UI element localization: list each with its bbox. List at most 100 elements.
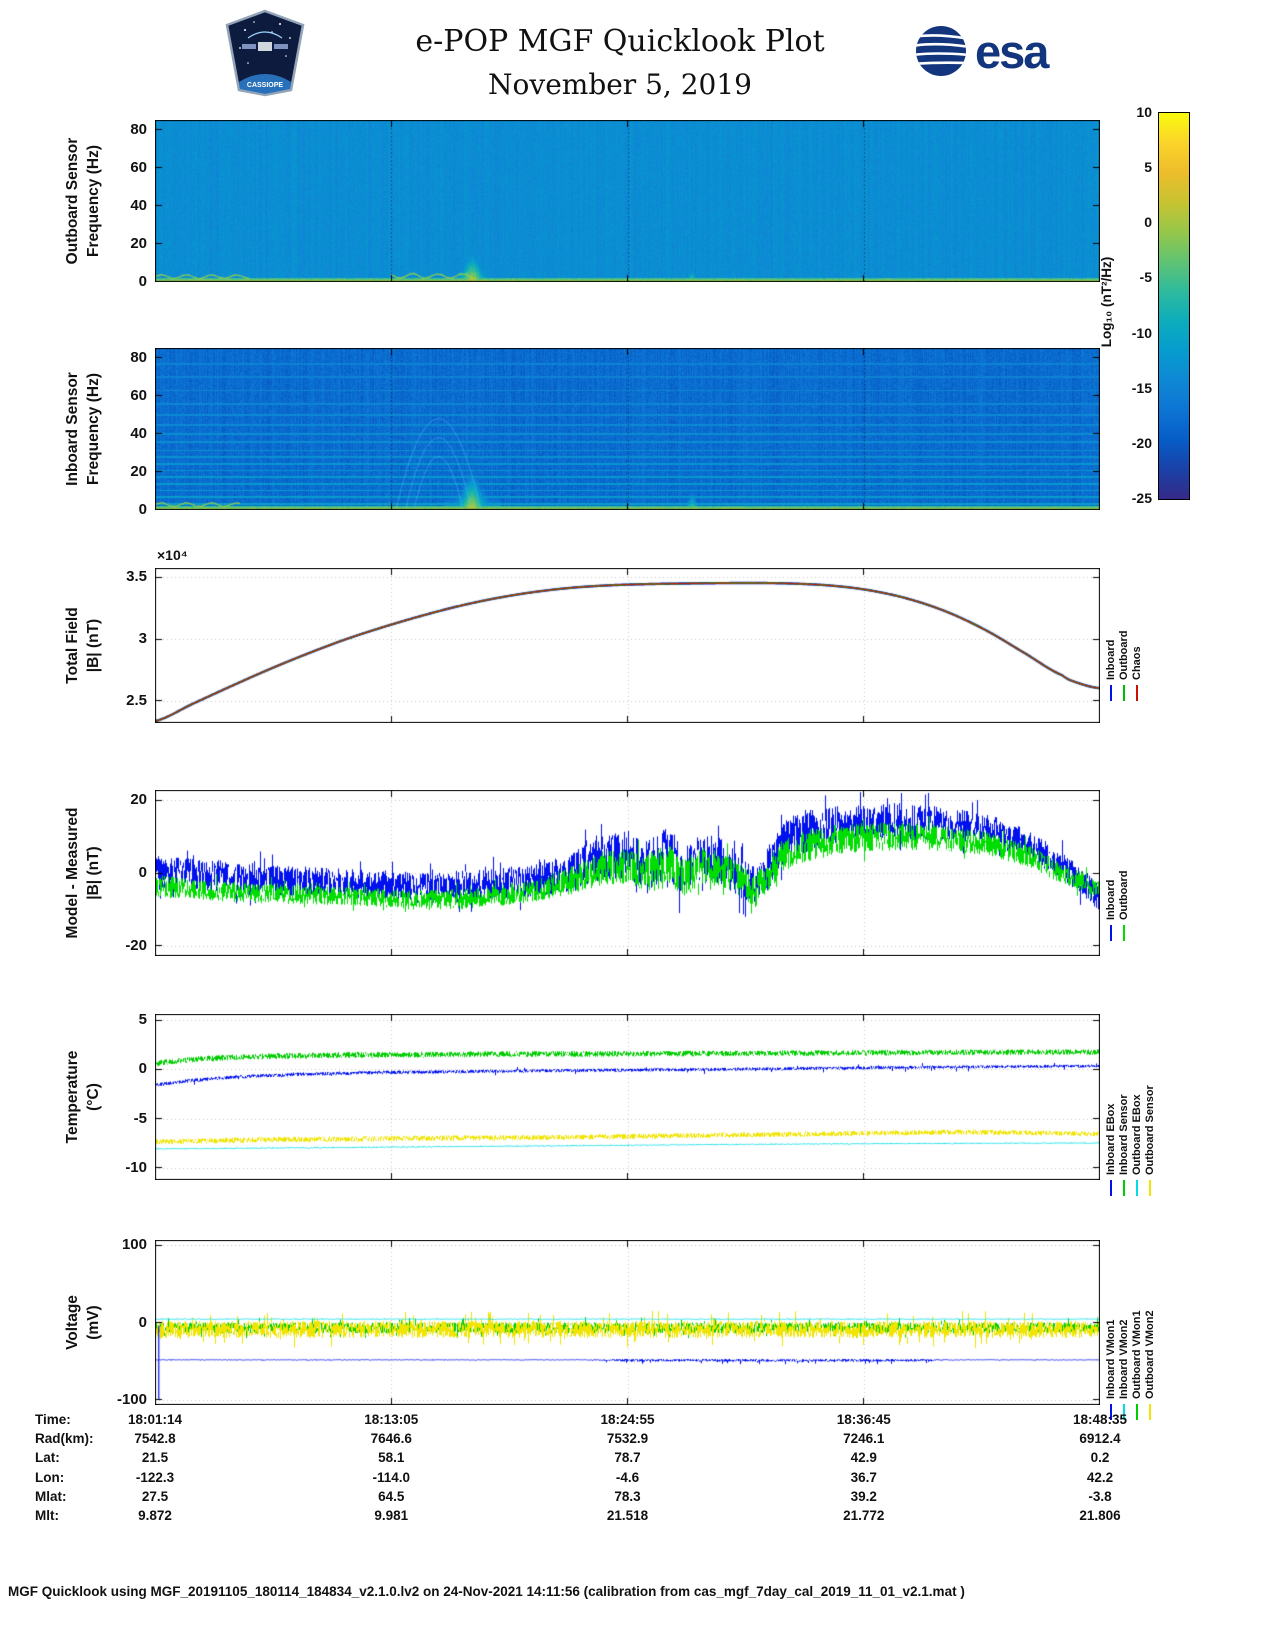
legend-marker-icon [1122,685,1125,701]
inboard-spectrogram-ytick-20: 20 [130,462,147,480]
outboard-spectrogram-ytick-40: 40 [130,196,147,214]
legend-entry-label: Outboard EBox [1130,1094,1143,1175]
model-measured-plot [155,790,1100,956]
total-field-scale-label: ×10⁴ [157,547,188,563]
legend-marker-icon [1109,925,1112,941]
table-cell-rad-km-0: 7542.8 [134,1431,176,1447]
table-cell-time-0: 18:01:14 [127,1412,183,1427]
legend-entry-label: Inboard Sensor [1117,1094,1130,1175]
table-cell-mlat-2: 78.3 [614,1488,641,1504]
table-cell-lon-0: -122.3 [135,1469,175,1485]
table-cell-rad-km-2: 7532.9 [606,1431,649,1447]
inboard-spectrogram-plot [155,348,1100,510]
page-title: e-POP MGF Quicklook Plot [415,24,825,59]
table-cell-mlat-3: 39.2 [850,1488,877,1504]
page-date: November 5, 2019 [488,68,752,101]
cassiope-mission-logo: CASSIOPE [225,9,305,97]
legend-entry-label: Inboard EBox [1104,1103,1117,1175]
footer-note: MGF Quicklook using MGF_20191105_180114_… [8,1584,965,1599]
legend-marker-icon [1109,685,1112,701]
table-cell-lon-1: -114.0 [372,1469,411,1485]
legend-marker-icon [1135,1180,1138,1196]
voltage-legend-outboard-vmon1: Outboard VMon1 [1130,1248,1143,1432]
temperature-ytick-5: 5 [138,1010,147,1028]
legend-marker-icon [1122,925,1125,941]
temperature-legend-outboard-ebox: Outboard EBox [1130,1016,1143,1208]
mission-logo-swoosh [247,31,283,39]
legend-entry-label: Chaos [1130,646,1143,680]
legend-entry-label: Inboard VMon1 [1104,1319,1117,1399]
mission-logo-shield [225,9,305,97]
legend-marker-icon [1122,1180,1125,1196]
model-measured-ytick-20: -20 [125,937,147,955]
colorbar-tick-15: -15 [1131,379,1152,396]
temperature-ytick-0: 0 [138,1060,147,1078]
legend-entry-label: Outboard VMon2 [1143,1310,1156,1399]
esa-logo-text: esa [975,24,1049,78]
voltage-legend-outboard-vmon2: Outboard VMon2 [1143,1248,1156,1432]
table-cell-lat-1: 58.1 [378,1450,405,1466]
voltage-legend-inboard-vmon1: Inboard VMon1 [1104,1248,1117,1432]
colorbar-tick-5: -5 [1139,269,1152,286]
model-measured-legend-inboard: Inboard [1104,795,1117,953]
table-cell-rad-km-4: 6912.4 [1079,1431,1121,1447]
colorbar-tick-20: -20 [1131,434,1152,451]
table-row-label-rad-km: Rad(km): [35,1431,94,1447]
temperature-legend: Inboard EBox Inboard Sensor Outboard EBox O… [1104,1016,1160,1208]
colorbar-tick-5: 5 [1144,159,1152,176]
total-field-ytick-3-5: 3.5 [126,568,147,586]
mission-logo-satellite-body [258,42,272,51]
model-measured-legend: Inboard Outboard [1104,795,1134,953]
table-cell-mlat-1: 64.5 [378,1488,405,1504]
temperature-ytick-5: -5 [133,1109,147,1127]
model-measured-legend-content: Inboard Outboard [1104,795,1134,953]
temperature-legend-outboard-sensor: Outboard Sensor [1143,1016,1156,1208]
table-cell-mlt-1: 9.981 [374,1508,409,1523]
legend-marker-icon [1135,685,1138,701]
colorbar-label-content: Log₁₀ (nT²/Hz) [1098,256,1114,348]
inboard-spectrogram-ytick-0: 0 [138,501,147,518]
table-cell-mlt-0: 9.872 [138,1508,172,1523]
total-field-ytick-3: 3 [138,630,147,648]
model-measured-legend-outboard: Outboard [1117,795,1130,953]
table-cell-time-2: 18:24:55 [600,1412,655,1427]
legend-marker-icon [1109,1180,1112,1196]
esa-globe-circle [916,26,966,76]
total-field-legend-chaos: Chaos [1130,573,1143,713]
esa-logo: esa [914,24,1049,78]
table-cell-lat-4: 0.2 [1090,1450,1110,1466]
table-cell-rad-km-3: 7246.1 [843,1431,885,1447]
table-cell-time-3: 18:36:45 [836,1412,891,1427]
table-cell-lat-0: 21.5 [141,1450,169,1466]
model-measured-ytick-0: 0 [138,864,147,881]
table-row-label-mlat: Mlat: [35,1488,67,1504]
table-row-label-lat: Lat: [35,1450,60,1466]
mission-logo-panel-left [242,44,256,49]
table-cell-lat-3: 42.9 [850,1450,877,1466]
voltage-ytick-100: -100 [116,1390,147,1408]
table-cell-time-4: 18:48:35 [1072,1412,1128,1427]
outboard-spectrogram-ytick-0: 0 [138,273,147,290]
temperature-legend-inboard-ebox: Inboard EBox [1104,1016,1117,1208]
voltage-plot [155,1240,1100,1405]
table-cell-mlt-4: 21.806 [1079,1508,1121,1523]
legend-entry-label: Outboard [1117,870,1130,921]
outboard-spectrogram-ytick-20: 20 [130,234,147,252]
colorbar-tick-10: -10 [1131,324,1152,341]
table-row-label-time: Time: [35,1412,71,1427]
colorbar-tick-25: -25 [1131,490,1152,506]
total-field-legend-content: Inboard Outboard Chaos [1104,573,1147,713]
voltage-ytick-0: 0 [138,1313,147,1331]
voltage-legend: Inboard VMon1 Inboard VMon2 Outboard VMon1… [1104,1248,1160,1432]
table-cell-lon-2: -4.6 [615,1469,640,1485]
legend-marker-icon [1148,1180,1151,1196]
inboard-spectrogram-ytick-60: 60 [130,386,147,404]
temperature-legend-inboard-sensor: Inboard Sensor [1117,1016,1130,1208]
model-measured-ytick-20: 20 [130,790,147,808]
esa-globe-icon [916,26,966,76]
mission-logo-earth [239,74,291,94]
mission-logo-name: CASSIOPE [247,82,284,89]
voltage-legend-content: Inboard VMon1 Inboard VMon2 Outboard VMon1… [1104,1248,1160,1432]
table-cell-mlat-4: -3.8 [1088,1488,1112,1504]
inboard-spectrogram-ytick-80: 80 [130,348,147,366]
